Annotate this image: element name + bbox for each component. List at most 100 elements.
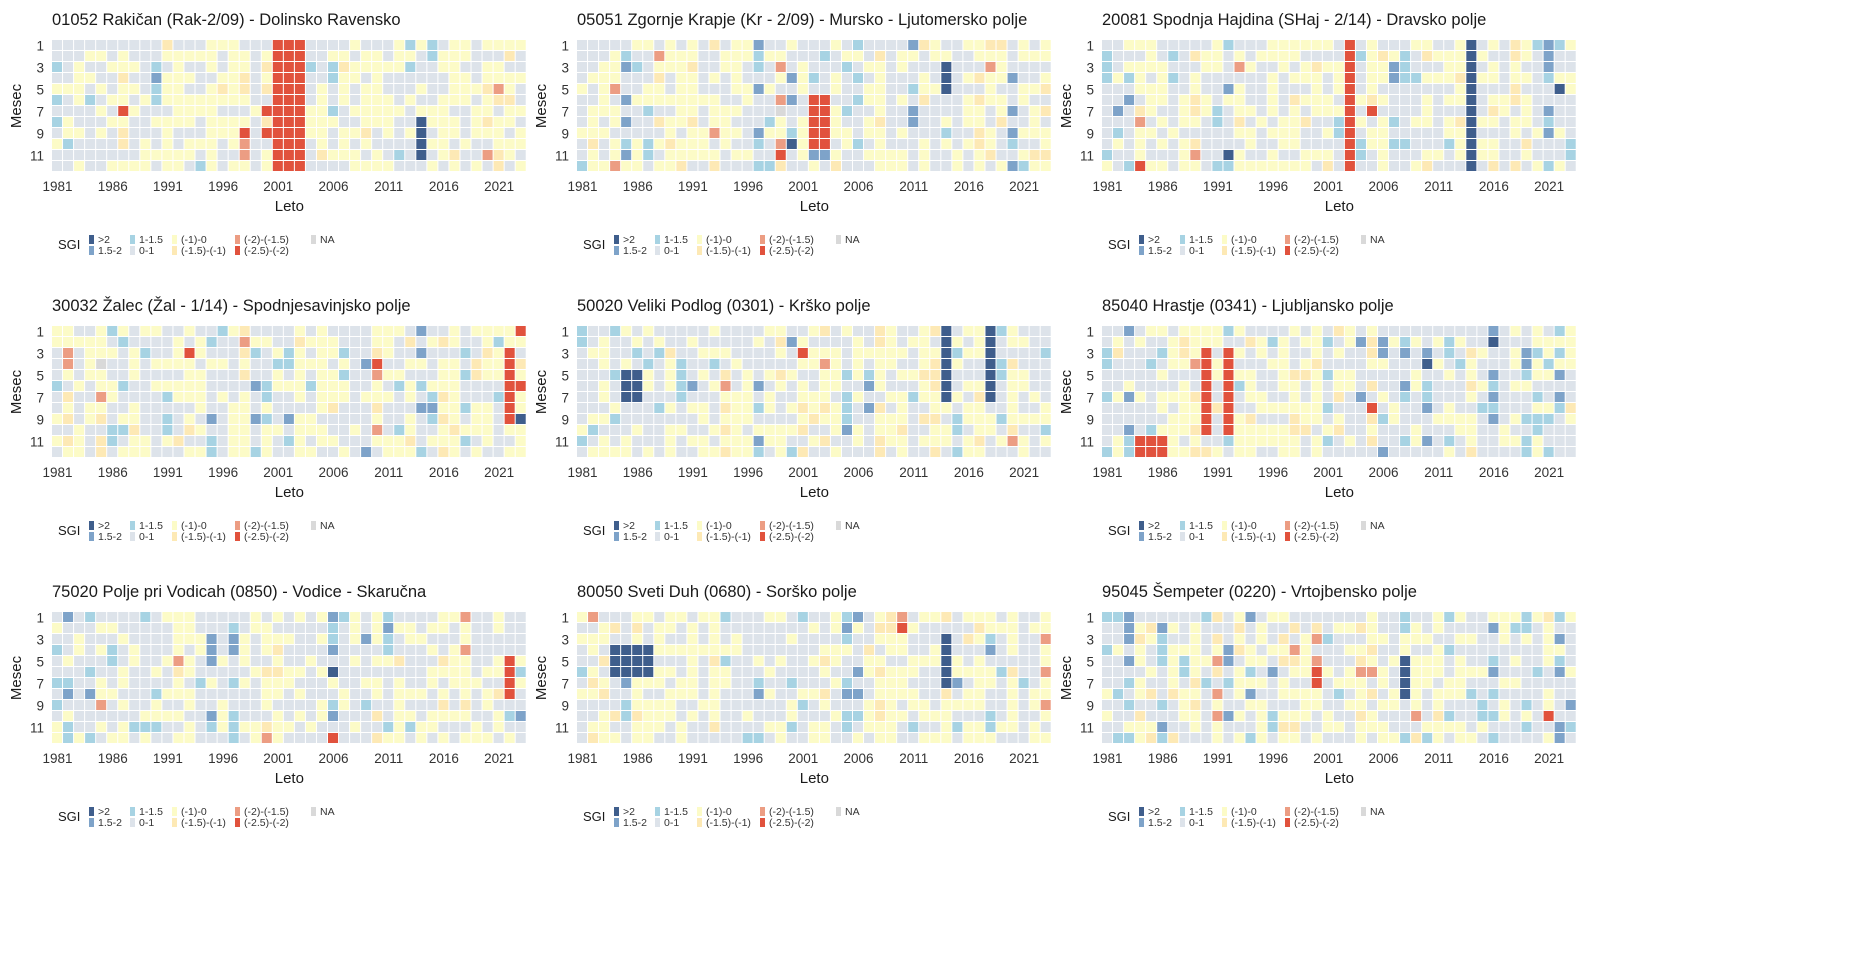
heatmap-cell	[515, 678, 526, 688]
heatmap-cell	[588, 359, 599, 369]
heatmap-cell	[328, 403, 339, 413]
heatmap-cell	[1029, 645, 1040, 655]
heatmap-cell	[316, 392, 327, 402]
heatmap-cell	[577, 161, 588, 171]
heatmap-cell	[588, 348, 599, 358]
heatmap-cell	[1289, 667, 1300, 677]
heatmap-cell	[261, 634, 272, 644]
heatmap-cell	[283, 623, 294, 633]
heatmap-cell	[709, 667, 720, 677]
heatmap-cell	[52, 612, 63, 622]
heatmap-cell	[1333, 359, 1344, 369]
heatmap-cell	[919, 722, 930, 732]
heatmap-cell	[1135, 634, 1146, 644]
heatmap-cell	[808, 425, 819, 435]
heatmap-cell	[1168, 403, 1179, 413]
heatmap-cell	[841, 425, 852, 435]
heatmap-cell	[632, 689, 643, 699]
heatmap-cell	[599, 645, 610, 655]
heatmap-cell	[1234, 722, 1245, 732]
heatmap-cell	[416, 656, 427, 666]
x-axis-label: Leto	[800, 198, 829, 215]
heatmap-cell	[753, 678, 764, 688]
heatmap-cell	[1234, 700, 1245, 710]
legend-label: >2	[98, 806, 110, 818]
heatmap-cell	[1477, 711, 1488, 721]
heatmap-cell	[709, 733, 720, 743]
heatmap-cell	[261, 711, 272, 721]
heatmap-cell	[361, 84, 372, 94]
heatmap-cell	[173, 623, 184, 633]
heatmap-cell	[1389, 62, 1400, 72]
x-tick-label: 1991	[153, 179, 183, 194]
heatmap-cell	[676, 84, 687, 94]
heatmap-cell	[460, 722, 471, 732]
heatmap-cell	[886, 414, 897, 424]
heatmap-cell	[1378, 392, 1389, 402]
y-tick-label: 7	[561, 391, 569, 406]
heatmap-cell	[383, 722, 394, 732]
heatmap-cell	[1521, 62, 1532, 72]
heatmap-cell	[1007, 337, 1018, 347]
heatmap-cell	[1190, 425, 1201, 435]
heatmap-cell	[283, 403, 294, 413]
heatmap-cell	[1278, 392, 1289, 402]
heatmap-cell	[316, 436, 327, 446]
heatmap-cell	[1532, 84, 1543, 94]
heatmap-cell	[941, 656, 952, 666]
heatmap-cell	[996, 447, 1007, 457]
legend-swatch	[614, 807, 619, 816]
legend-label: 1-1.5	[664, 520, 688, 532]
heatmap-cell	[963, 359, 974, 369]
heatmap-cell	[1521, 733, 1532, 743]
heatmap-cell	[808, 678, 819, 688]
heatmap-cell	[764, 337, 775, 347]
heatmap-cell	[195, 117, 206, 127]
heatmap-cell	[731, 645, 742, 655]
heatmap-cell	[1179, 106, 1190, 116]
heatmap-cell	[753, 689, 764, 699]
heatmap-cell	[239, 645, 250, 655]
heatmap-cell	[1510, 667, 1521, 677]
heatmap-cell	[1311, 392, 1322, 402]
heatmap-cell	[687, 370, 698, 380]
heatmap-cell	[195, 359, 206, 369]
heatmap-cell	[305, 106, 316, 116]
heatmap-cell	[610, 139, 621, 149]
heatmap-cell	[919, 150, 930, 160]
heatmap-cell	[930, 117, 941, 127]
legend-label: (-2)-(-1.5)	[244, 520, 289, 532]
heatmap-cell	[853, 414, 864, 424]
heatmap-cell	[449, 447, 460, 457]
heatmap-cell	[416, 733, 427, 743]
heatmap-cell	[1300, 711, 1311, 721]
heatmap-cell	[1245, 73, 1256, 83]
y-tick-label: 3	[1086, 347, 1094, 362]
heatmap-cell	[1322, 95, 1333, 105]
heatmap-cell	[974, 667, 985, 677]
heatmap-cell	[1234, 128, 1245, 138]
heatmap-cell	[1007, 40, 1018, 50]
heatmap-cell	[1466, 392, 1477, 402]
heatmap-cell	[808, 326, 819, 336]
y-tick-label: 3	[561, 347, 569, 362]
heatmap-cell	[1300, 447, 1311, 457]
heatmap-cell	[1433, 161, 1444, 171]
heatmap-cell	[720, 73, 731, 83]
heatmap-cell	[963, 689, 974, 699]
heatmap-cell	[405, 381, 416, 391]
heatmap-cell	[283, 381, 294, 391]
heatmap-cell	[228, 51, 239, 61]
heatmap-cell	[184, 403, 195, 413]
y-axis-label: Mesec	[8, 83, 25, 128]
heatmap-cell	[283, 414, 294, 424]
heatmap-cell	[1278, 623, 1289, 633]
heatmap-cell	[775, 700, 786, 710]
heatmap-cell	[875, 436, 886, 446]
heatmap-cell	[1113, 733, 1124, 743]
heatmap-cell	[1488, 128, 1499, 138]
heatmap-cell	[1157, 722, 1168, 732]
heatmap-cell	[1278, 95, 1289, 105]
heatmap-cell	[438, 139, 449, 149]
heatmap-cell	[897, 634, 908, 644]
